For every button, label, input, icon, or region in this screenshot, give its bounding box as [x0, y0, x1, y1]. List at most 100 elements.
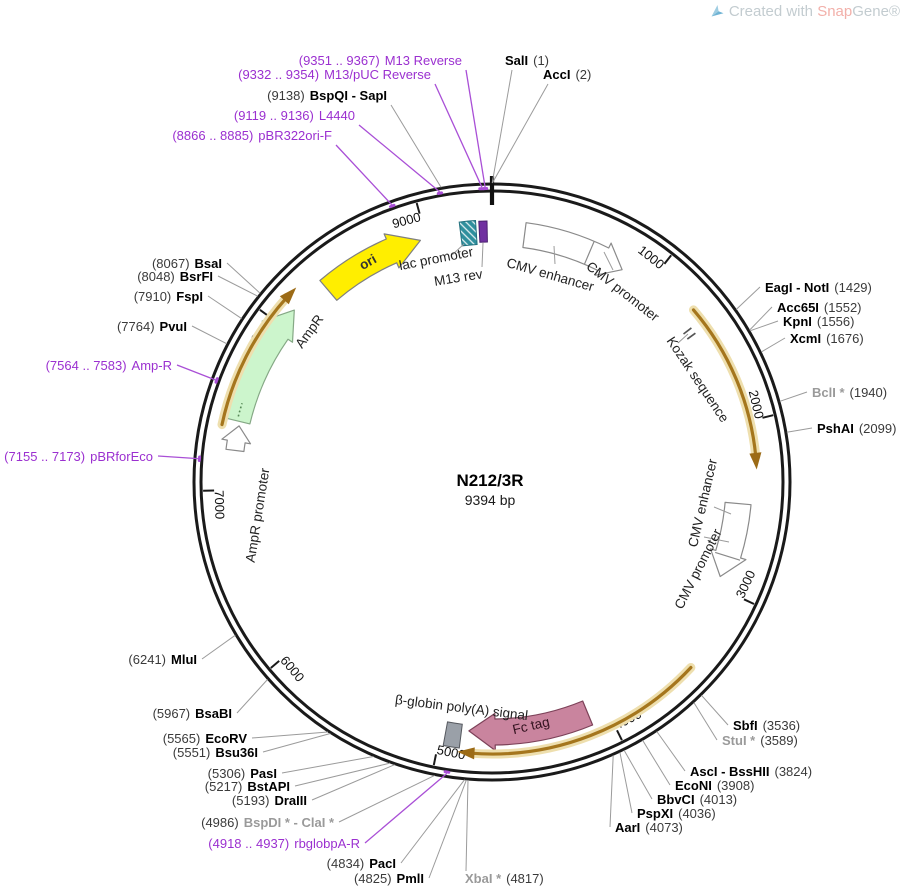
site-label-ecorv: (5565) EcoRV	[163, 731, 248, 746]
site-name: BspDI * - ClaI *	[244, 815, 335, 830]
site-callout-line-xcmi	[761, 337, 786, 353]
feature-pointer-line	[451, 243, 465, 256]
site-label-bstapi: (5217) BstAPI	[205, 779, 290, 794]
site-position: (8067)	[152, 256, 190, 271]
site-label-eagi-noti: EagI - NotI (1429)	[765, 280, 872, 295]
site-position: (4986)	[201, 815, 239, 830]
site-position: (3908)	[717, 778, 755, 793]
feature-pointer-line	[703, 536, 730, 543]
feature-pointer-line	[677, 333, 689, 344]
site-name: BsaBI	[195, 706, 232, 721]
site-callout-line-fspi	[207, 295, 242, 320]
site-name: rbglobpA-R	[294, 836, 360, 851]
feature-label-ori: ori	[357, 251, 379, 272]
site-name: EcoNI	[675, 778, 712, 793]
site-name: DraIII	[274, 793, 307, 808]
site-position: (7155 .. 7173)	[4, 449, 85, 464]
feature-divider	[715, 551, 741, 561]
site-name: PacI	[369, 856, 396, 871]
primer-callout-line-m13-reverse	[465, 69, 486, 188]
site-name: M13/pUC Reverse	[324, 67, 431, 82]
primer-site-mark-pbr322ori-f	[389, 203, 396, 209]
feature-label-cmv-promoter: CMV promoter	[584, 259, 663, 325]
scale-tick-1000	[663, 254, 672, 265]
scale-tick-6000	[270, 660, 280, 669]
site-label-pshai: PshAI (2099)	[817, 421, 896, 436]
feature-label-globin-poly-a-signal: β-globin poly(A) signal	[394, 692, 529, 723]
site-label-sali: SalI (1)	[505, 53, 549, 68]
site-name: Acc65I	[777, 300, 819, 315]
site-position: (8048)	[137, 269, 175, 284]
plasmid-size: 9394 bp	[465, 492, 516, 508]
site-callout-line-draiii	[311, 764, 395, 801]
site-callout-line-paci	[400, 779, 465, 864]
site-position: (9138)	[267, 88, 305, 103]
site-label-bsu36i: (5551) Bsu36I	[173, 745, 258, 760]
scale-tick-4000	[616, 729, 623, 741]
watermark-text: Created with SnapGene®	[728, 3, 900, 20]
site-label-aari: AarI (4073)	[615, 820, 683, 835]
site-name: Bsu36I	[215, 745, 258, 760]
site-name: StuI *	[722, 733, 756, 748]
site-name: EcoRV	[205, 731, 247, 746]
site-name: pBRforEco	[90, 449, 153, 464]
snapgene-watermark: Created with SnapGene®	[710, 3, 900, 20]
feature-globin-poly-a-signal	[442, 721, 463, 749]
primer-label-pbrforeco: (7155 .. 7173) pBRforEco	[4, 449, 153, 464]
feature-kozak-sequence	[682, 327, 692, 335]
primer-site-mark-l4440	[436, 191, 444, 195]
site-position: (9332 .. 9354)	[238, 67, 319, 82]
read-arc	[220, 295, 289, 427]
site-label-xbai: XbaI * (4817)	[465, 871, 544, 886]
read-arc	[469, 665, 693, 756]
site-position: (2)	[575, 67, 591, 82]
site-callout-line-sali	[491, 69, 513, 184]
site-callout-line-bcli	[779, 391, 808, 402]
site-position: (5565)	[163, 731, 201, 746]
site-name: XcmI	[790, 331, 821, 346]
scale-label-7000: 7000	[212, 490, 228, 519]
site-callout-line-pasi	[281, 756, 374, 774]
site-label-pvui: (7764) PvuI	[117, 319, 187, 334]
feature-divider	[583, 241, 595, 265]
site-position: (8866 .. 8885)	[172, 128, 253, 143]
read-arc	[691, 308, 758, 459]
feature-lac-promoter	[458, 219, 478, 247]
primer-callout-line-pbr322ori-f	[335, 144, 393, 206]
site-label-draiii: (5193) DraIII	[232, 793, 307, 808]
site-name: PshAI	[817, 421, 854, 436]
read-arc-arrowhead	[749, 452, 762, 470]
site-name: SbfI	[733, 718, 758, 733]
site-label-bspdi-clai: (4986) BspDI * - ClaI *	[201, 815, 335, 830]
scale-tick-2000	[762, 414, 774, 419]
site-name: BspQI - SapI	[310, 88, 387, 103]
site-callout-line-pmli	[428, 779, 467, 879]
primer-label-m13-reverse: (9351 .. 9367) M13 Reverse	[299, 53, 462, 68]
site-callout-line-bsai	[226, 262, 261, 294]
site-position: (4036)	[678, 806, 716, 821]
site-label-bbvci: BbvCI (4013)	[657, 792, 737, 807]
feature-ampr-dotted-tail	[237, 402, 243, 417]
primer-label-l4440: (9119 .. 9136) L4440	[234, 108, 355, 123]
feature-label-ampr: AmpR	[292, 312, 326, 351]
snapgene-logo-icon	[711, 5, 724, 17]
feature-cmv-enhancer	[709, 501, 752, 578]
site-position: (6241)	[128, 652, 166, 667]
primer-label-amp-r: (7564 .. 7583) Amp-R	[46, 358, 172, 373]
site-label-bsrfi: (8048) BsrFI	[137, 269, 213, 284]
site-position: (3824)	[774, 764, 812, 779]
site-position: (9119 .. 9136)	[234, 108, 314, 123]
site-label-xcmi: XcmI (1676)	[790, 331, 864, 346]
site-callout-line-aari	[609, 755, 614, 828]
site-callout-line-pspxi	[619, 752, 633, 814]
site-position: (3536)	[763, 718, 801, 733]
site-name: PmlI	[397, 871, 424, 886]
feature-label-m13-rev: M13 rev	[433, 266, 484, 288]
site-name: FspI	[176, 289, 203, 304]
scale-label-6000: 6000	[277, 653, 307, 685]
read-arc-arrowhead	[457, 747, 475, 760]
primer-callout-line-l4440	[358, 124, 441, 193]
scale-tick-5000	[432, 754, 437, 766]
